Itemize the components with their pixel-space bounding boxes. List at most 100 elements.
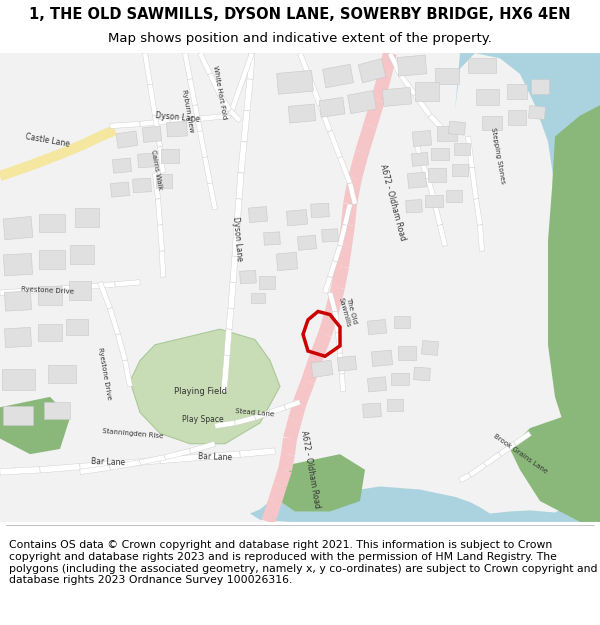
Polygon shape [98,281,112,309]
Bar [110,182,130,197]
Polygon shape [238,141,247,173]
Polygon shape [198,52,212,75]
Bar [435,68,459,84]
Text: Map shows position and indicative extent of the property.: Map shows position and indicative extent… [108,32,492,45]
Polygon shape [284,399,301,410]
Text: Stepping Stones: Stepping Stones [490,127,506,184]
Bar [251,292,265,303]
Text: The Old
Sawmills: The Old Sawmills [338,295,358,328]
Bar [311,203,329,217]
Text: Brook Grains Lane: Brook Grains Lane [492,433,548,475]
Bar [156,174,172,188]
Polygon shape [30,286,60,293]
Polygon shape [470,168,478,199]
Bar [412,152,428,166]
Polygon shape [335,245,352,268]
Polygon shape [227,52,254,116]
Polygon shape [0,397,70,454]
Polygon shape [378,51,397,76]
Polygon shape [328,130,343,158]
Polygon shape [341,204,357,226]
Bar [1,369,35,389]
Bar [421,341,439,356]
Bar [529,106,545,119]
Bar [407,172,427,188]
Polygon shape [240,448,275,458]
Polygon shape [484,452,502,467]
Polygon shape [328,261,337,278]
Polygon shape [28,149,62,171]
Polygon shape [338,224,347,246]
Polygon shape [115,280,140,287]
Polygon shape [224,329,232,356]
Bar [358,59,386,83]
Bar [531,79,549,94]
Bar [142,126,161,142]
Bar [259,276,275,289]
Bar [406,199,422,213]
Polygon shape [228,109,242,122]
Polygon shape [200,113,230,121]
Polygon shape [459,472,471,482]
Polygon shape [325,286,345,313]
Polygon shape [328,292,337,312]
Bar [133,178,151,192]
Polygon shape [278,452,295,471]
Bar [319,98,345,118]
Bar [66,319,88,336]
Bar [425,195,443,208]
Polygon shape [262,514,277,524]
Polygon shape [288,400,307,422]
Polygon shape [308,332,331,363]
Polygon shape [283,418,302,441]
Polygon shape [188,79,197,106]
Polygon shape [226,308,234,329]
Bar [277,253,298,271]
Polygon shape [110,460,140,470]
Polygon shape [317,104,332,132]
Bar [298,235,317,250]
Text: Play Space: Play Space [182,415,224,424]
Text: Bar Lane: Bar Lane [198,452,232,462]
Polygon shape [398,72,417,96]
Polygon shape [232,225,240,256]
Polygon shape [107,308,121,335]
Polygon shape [338,156,352,184]
Text: Castle Lane: Castle Lane [25,132,71,149]
Polygon shape [193,105,202,132]
Polygon shape [164,449,191,460]
Polygon shape [347,182,358,205]
Polygon shape [80,461,120,470]
Polygon shape [160,454,200,464]
Polygon shape [208,183,217,210]
Polygon shape [274,468,292,488]
Polygon shape [268,483,287,503]
Polygon shape [197,131,208,158]
Polygon shape [160,251,166,277]
Polygon shape [203,157,212,184]
Polygon shape [335,332,343,353]
Polygon shape [244,79,253,111]
Polygon shape [437,224,448,246]
Polygon shape [236,173,244,199]
Bar [311,360,333,378]
Polygon shape [499,442,517,456]
Text: Contains OS data © Crown copyright and database right 2021. This information is : Contains OS data © Crown copyright and d… [9,541,598,585]
Text: Bar Lane: Bar Lane [91,458,125,468]
Bar [5,328,31,348]
Polygon shape [364,98,385,128]
Bar [3,216,33,240]
Polygon shape [152,115,163,148]
Polygon shape [40,464,80,473]
Text: Stead Lane: Stead Lane [235,408,275,418]
Text: Dyson Lane: Dyson Lane [230,216,244,261]
Bar [137,153,157,168]
Bar [367,377,386,392]
Bar [371,350,392,366]
Bar [289,104,316,123]
Bar [248,206,268,222]
Polygon shape [469,462,487,477]
Polygon shape [548,105,600,449]
Bar [482,116,502,130]
Polygon shape [158,147,166,173]
